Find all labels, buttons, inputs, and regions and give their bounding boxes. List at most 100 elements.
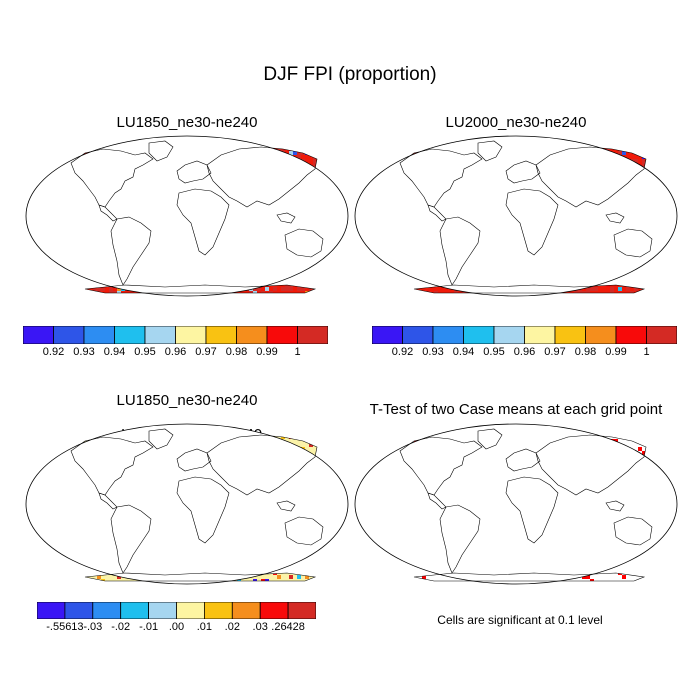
coastline-asia bbox=[535, 434, 647, 496]
coastline-antarctica bbox=[413, 284, 646, 294]
colorbar-swatch bbox=[554, 326, 586, 344]
coastline-africa bbox=[176, 476, 230, 544]
colorbar-swatch bbox=[402, 326, 434, 344]
colorbar-swatch bbox=[432, 326, 464, 344]
colorbar-tick-label: .26428 bbox=[271, 621, 305, 633]
colorbar-swatch bbox=[175, 326, 207, 344]
colorbar-swatch bbox=[231, 602, 261, 619]
colorbar-tick-label: 0.94 bbox=[103, 346, 126, 358]
coastline-indonesia bbox=[276, 212, 296, 224]
panel1-title-line1: LU1850_ne30-ne240 bbox=[116, 114, 258, 131]
colorbar-swatch bbox=[120, 602, 149, 619]
coastline-antarctica bbox=[84, 284, 317, 294]
colorbar-swatch bbox=[297, 326, 328, 344]
colorbar-tick-label: 0.99 bbox=[605, 346, 627, 358]
colorbar-tick-label: -.55613 bbox=[46, 621, 84, 633]
coastline-asia bbox=[206, 146, 318, 208]
colorbar-tick-label: 0.96 bbox=[513, 346, 536, 358]
figure-title: DJF FPI (proportion) bbox=[263, 64, 437, 85]
colorbar-tick-label: 0.98 bbox=[574, 346, 597, 358]
coastline-indonesia bbox=[605, 500, 625, 512]
colorbar-swatch bbox=[53, 326, 85, 344]
coastline-europe bbox=[176, 160, 212, 184]
colorbar-tick-label: .02 bbox=[224, 621, 240, 633]
panel4-world-outline bbox=[354, 423, 678, 585]
colorbar-difference-swatches bbox=[37, 602, 316, 619]
coastline-indonesia bbox=[605, 212, 625, 224]
coastline-greenland bbox=[477, 140, 503, 162]
coastline-asia bbox=[535, 146, 647, 208]
coastline-indonesia bbox=[276, 500, 296, 512]
colorbar-swatch bbox=[37, 602, 66, 619]
colorbar-tick-label: -.01 bbox=[139, 621, 159, 633]
colorbar-tick-label: 0.96 bbox=[164, 346, 187, 358]
coastline-africa bbox=[176, 188, 230, 256]
colorbar-swatch bbox=[64, 602, 94, 619]
colorbar-tick-label: 1 bbox=[294, 346, 301, 358]
colorbar-tick-label: -.02 bbox=[111, 621, 131, 633]
colorbar-swatch bbox=[236, 326, 268, 344]
colorbar-swatch bbox=[23, 326, 54, 344]
colorbar-swatch bbox=[92, 602, 122, 619]
colorbar-tick-label: .01 bbox=[196, 621, 213, 633]
panel3-world-outline bbox=[25, 423, 349, 585]
colorbar-panel2: 0.92 0.93 0.94 0.95 0.96 0.97 0.98 0.99 1 bbox=[372, 326, 677, 362]
colorbar-swatch bbox=[148, 602, 177, 619]
ttest-note: Cells are significant at 0.1 level bbox=[437, 613, 603, 627]
colorbar-swatch bbox=[372, 326, 403, 344]
coastline-north-america bbox=[70, 148, 154, 208]
colorbar-tick-label: 0.93 bbox=[422, 346, 444, 358]
coastline-australia bbox=[284, 516, 324, 546]
colorbar-tick-label: 0.98 bbox=[225, 346, 248, 358]
colorbar-tick-label: 0.95 bbox=[134, 346, 156, 358]
colorbar-tick-label: 0.92 bbox=[391, 346, 414, 358]
panel4-map bbox=[354, 423, 678, 585]
colorbar-panel1-swatches bbox=[23, 326, 328, 344]
coastline-south-america bbox=[439, 504, 481, 574]
colorbar-tick-label: 0.93 bbox=[73, 346, 95, 358]
coastline-central-america bbox=[427, 204, 447, 222]
coastline-europe bbox=[505, 448, 541, 472]
coastline-north-america bbox=[399, 436, 483, 496]
colorbar-swatch bbox=[524, 326, 556, 344]
panel4-title: T-Test of two Case means at each grid po… bbox=[340, 384, 692, 435]
colorbar-swatch bbox=[114, 326, 146, 344]
coastline-central-america bbox=[98, 204, 118, 222]
panel4-title-line1: T-Test of two Case means at each grid po… bbox=[369, 401, 663, 418]
panel3-map bbox=[25, 423, 349, 585]
panel3-title-line1: LU1850_ne30-ne240 bbox=[116, 392, 258, 409]
coastline-south-america bbox=[439, 216, 481, 286]
coastline-north-america bbox=[399, 148, 483, 208]
coastline-antarctica bbox=[84, 572, 317, 582]
coastline-africa bbox=[505, 476, 559, 544]
panel1-map bbox=[25, 135, 349, 297]
colorbar-swatch bbox=[493, 326, 525, 344]
colorbar-tick-label: 0.99 bbox=[256, 346, 278, 358]
colorbar-tick-label: .00 bbox=[168, 621, 185, 633]
coastline-antarctica bbox=[413, 572, 646, 582]
coastline-africa bbox=[505, 188, 559, 256]
colorbar-swatch bbox=[585, 326, 617, 344]
coastline-australia bbox=[613, 228, 653, 258]
coastline-greenland bbox=[148, 428, 174, 450]
coastline-north-america bbox=[70, 436, 154, 496]
colorbar-swatch bbox=[83, 326, 115, 344]
colorbar-swatch bbox=[266, 326, 298, 344]
colorbar-tick-label: 1 bbox=[643, 346, 650, 358]
colorbar-swatch bbox=[144, 326, 176, 344]
coastline-asia bbox=[206, 434, 318, 496]
colorbar-difference: -.55613 -.03 -.02 -.01 .00 .01 .02 .03.26428 bbox=[37, 602, 316, 638]
coastline-south-america bbox=[110, 216, 152, 286]
colorbar-swatch bbox=[646, 326, 677, 344]
colorbar-tick-label: 0.97 bbox=[195, 346, 217, 358]
colorbar-swatch bbox=[259, 602, 289, 619]
coastline-greenland bbox=[477, 428, 503, 450]
colorbar-swatch bbox=[287, 602, 316, 619]
colorbar-swatch bbox=[463, 326, 495, 344]
colorbar-panel1: 0.92 0.93 0.94 0.95 0.96 0.97 0.98 0.99 1 bbox=[23, 326, 328, 362]
colorbar-swatch bbox=[176, 602, 205, 619]
coastline-australia bbox=[613, 516, 653, 546]
colorbar-swatch bbox=[615, 326, 647, 344]
panel2-title-line1: LU2000_ne30-ne240 bbox=[445, 114, 587, 131]
colorbar-tick-label: 0.92 bbox=[42, 346, 65, 358]
